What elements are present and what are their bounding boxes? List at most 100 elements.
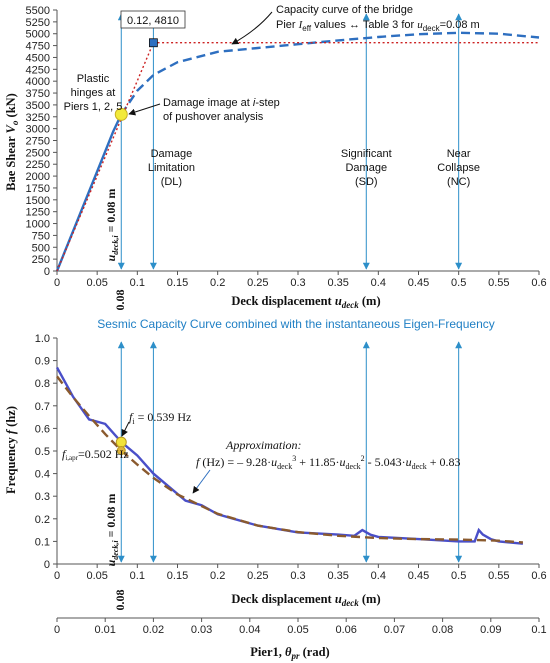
approximation-equation: f (Hz) = – 9.28·udeck3 + 11.85·udeck2 - …	[196, 454, 461, 471]
secondary-x-tick-label: 0.07	[384, 624, 405, 636]
pushover-y-tick-label: 5000	[26, 29, 50, 41]
fi-label: fi = 0.539 Hz	[129, 410, 191, 426]
frequency-x-tick-label: 0.4	[371, 570, 386, 582]
pushover-x-tick-label: 0.35	[327, 277, 348, 289]
frequency-x-tick-label: 0.55	[488, 570, 509, 582]
frequency-y-tick-label: 0	[44, 559, 50, 571]
pushover-y-tick-label: 1500	[26, 195, 50, 207]
pushover-y-tick-label: 3750	[26, 88, 50, 100]
pushover-x-tick-label: 0.3	[290, 277, 305, 289]
pushover-y-tick-label: 4000	[26, 76, 50, 88]
frequency-x-tick-label: 0.6	[531, 570, 546, 582]
damage-point-marker	[114, 107, 128, 121]
pushover-y-tick-label: 4250	[26, 64, 50, 76]
frequency-y-tick-label: 0.1	[35, 536, 50, 548]
frequency-y-tick-label: 0.7	[35, 401, 50, 413]
frequency-vertical-markers	[117, 341, 463, 563]
frequency-series	[55, 366, 524, 545]
pushover-marker-label: Significant Damage (SD)	[341, 148, 392, 188]
pushover-udeck-label: udeck,i = 0.08 m	[104, 189, 120, 262]
pushover-y-tick-label: 3500	[26, 100, 50, 112]
pushover-vertical-markers	[117, 13, 463, 270]
pushover-x-label: Deck displacement udeck (m)	[231, 294, 380, 310]
plastic-hinges-line2: hinges at	[71, 87, 116, 99]
pushover-x-marker-label: 0.08	[113, 290, 127, 311]
yield-point-marker	[148, 38, 158, 48]
pushover-y-tick-label: 4750	[26, 41, 50, 53]
pushover-x-tick-label: 0.5	[451, 277, 466, 289]
frequency-chart: Sesmic Capacity Curve combined with the …	[4, 317, 547, 661]
frequency-x-tick-label: 0.15	[167, 570, 188, 582]
pushover-x-tick-label: 0.4	[371, 277, 386, 289]
pushover-y-tick-label: 2500	[26, 147, 50, 159]
secondary-x-tick-label: 0.01	[94, 624, 115, 636]
pushover-marker-labels: Damage Limitation (DL) Significant Damage (SD…	[148, 148, 480, 188]
pushover-y-tick-label: 500	[32, 242, 50, 254]
pushover-x-tick-label: 0.25	[247, 277, 268, 289]
yield-point-label-box	[120, 10, 186, 29]
pushover-y-tick-label: 1750	[26, 183, 50, 195]
frequency-x-label: Deck displacement udeck (m)	[231, 592, 380, 608]
pushover-x-tick-label: 0.1	[130, 277, 145, 289]
pushover-x-tick-label: 0.05	[86, 277, 107, 289]
frequency-x-tick-label: 0.1	[130, 570, 145, 582]
pushover-series-dashed	[120, 31, 540, 116]
frequency-udeck-label: udeck,i = 0.08 m	[104, 494, 120, 567]
secondary-x-tick-label: 0.06	[335, 624, 356, 636]
frequency-secondary-axis: 0 0.01 0.02 0.03 0.04 0.05 0.06 0.07 0.08 0.09 0.1	[54, 617, 547, 636]
frequency-y-label: Frequency f (hz)	[4, 406, 18, 494]
pushover-y-tick-label: 3250	[26, 112, 50, 124]
frequency-y-ticks: 0 0.1 0.2 0.3 0.4 0.5 0.6 0.7 0.8 0.9 1.0	[35, 333, 57, 571]
pushover-x-tick-label: 0.6	[531, 277, 546, 289]
frequency-x-tick-label: 0.25	[247, 570, 268, 582]
fi-apr-label: fi,apr=0.502 Hz	[62, 447, 129, 462]
frequency-x-tick-label: 0.2	[210, 570, 225, 582]
pushover-x-ticks: 0 0.05 0.1 0.15 0.2 0.25 0.3 0.35 0.4 0.45 0.5 0.55…	[54, 271, 547, 289]
pushover-x-tick-label: 0.45	[408, 277, 429, 289]
pushover-series	[55, 31, 540, 272]
frequency-y-tick-label: 0.8	[35, 378, 50, 390]
pushover-y-tick-label: 1250	[26, 207, 50, 219]
secondary-x-tick-label: 0.09	[480, 624, 501, 636]
pushover-y-ticks: 0250500750100012501500175020002250250027…	[26, 5, 57, 278]
pushover-x-tick-label: 0.15	[167, 277, 188, 289]
frequency-y-tick-label: 0.4	[35, 469, 50, 481]
pushover-x-tick-label: 0.55	[488, 277, 509, 289]
approximation-title: Approximation:	[225, 438, 302, 452]
pushover-y-tick-label: 2250	[26, 159, 50, 171]
frequency-x-ticks: 0 0.05 0.1 0.15 0.2 0.25 0.3 0.35 0.4 0.45 0.5 0.55…	[54, 564, 547, 582]
pushover-x-tick-label: 0.2	[210, 277, 225, 289]
secondary-x-tick-label: 0.08	[432, 624, 453, 636]
capacity-curve-label-line2: Pier Ieff values ↔ Table 3 for udeck=0.0…	[276, 19, 480, 33]
frequency-x-tick-label: 0.5	[451, 570, 466, 582]
frequency-y-tick-label: 1.0	[35, 333, 50, 345]
pushover-chart: 0 0.05 0.1 0.15 0.2 0.25 0.3 0.35 0.4 0.45 0.5 0.55…	[4, 4, 547, 311]
pushover-y-tick-label: 5500	[26, 5, 50, 17]
damage-image-pointer	[128, 103, 161, 116]
damage-image-label-line2: of pushover analysis	[163, 111, 264, 123]
pushover-y-tick-label: 1000	[26, 219, 50, 231]
frequency-chart-title: Sesmic Capacity Curve combined with the …	[97, 317, 495, 331]
secondary-x-tick-label: 0.03	[191, 624, 212, 636]
plastic-hinges-line3: Piers 1, 2, 5	[64, 101, 123, 113]
fi-pointer	[121, 421, 130, 437]
frequency-x-tick-label: 0.35	[327, 570, 348, 582]
pushover-x-tick-label: 0	[54, 277, 60, 289]
pushover-y-tick-label: 750	[32, 230, 50, 242]
pushover-y-label: Bae Shear Vo (kN)	[4, 93, 20, 191]
frequency-x-tick-label: 0.45	[408, 570, 429, 582]
frequency-x-tick-label: 0.3	[290, 570, 305, 582]
frequency-y-tick-label: 0.2	[35, 514, 50, 526]
pier-rotation-label: Pier1, θpr (rad)	[250, 645, 329, 661]
secondary-x-tick-label: 0.02	[143, 624, 164, 636]
frequency-y-tick-label: 0.5	[35, 446, 50, 458]
capacity-curve-pointer	[231, 11, 273, 45]
secondary-x-tick-label: 0.1	[531, 624, 546, 636]
pushover-y-tick-label: 2000	[26, 171, 50, 183]
pushover-y-tick-label: 4500	[26, 52, 50, 64]
pushover-y-tick-label: 250	[32, 254, 50, 266]
approximation-pointer	[192, 469, 211, 494]
plastic-hinges-line1: Plastic	[77, 73, 110, 85]
pushover-y-tick-label: 5250	[26, 17, 50, 29]
